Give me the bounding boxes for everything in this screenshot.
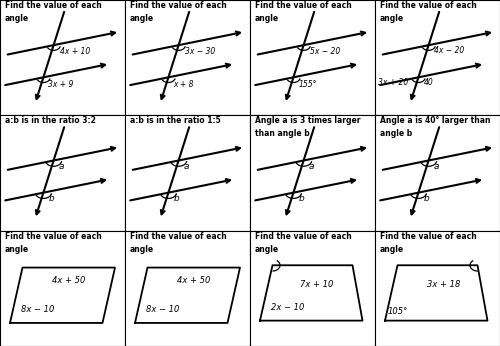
Text: Find the value of each: Find the value of each: [255, 1, 352, 10]
Text: 3x + 20: 3x + 20: [378, 79, 408, 88]
Text: than angle b: than angle b: [255, 129, 310, 138]
Text: Find the value of each: Find the value of each: [130, 1, 227, 10]
Text: 105°: 105°: [388, 307, 407, 316]
Text: angle: angle: [255, 245, 279, 254]
Text: angle: angle: [380, 245, 404, 254]
Text: Find the value of each: Find the value of each: [130, 232, 227, 241]
Text: 4x − 20: 4x − 20: [434, 46, 464, 55]
Text: a: a: [184, 162, 189, 171]
Text: 155°: 155°: [298, 80, 317, 89]
Text: a: a: [58, 162, 64, 171]
Text: x + 8: x + 8: [174, 80, 194, 89]
Text: angle: angle: [130, 245, 154, 254]
Text: 3x + 9: 3x + 9: [48, 80, 74, 89]
Text: Find the value of each: Find the value of each: [5, 232, 102, 241]
Text: 3x + 18: 3x + 18: [427, 280, 460, 289]
Text: 4x + 10: 4x + 10: [60, 47, 90, 56]
Text: Find the value of each: Find the value of each: [5, 1, 102, 10]
Text: 4x + 50: 4x + 50: [52, 276, 86, 285]
Text: Angle a is 40° larger than: Angle a is 40° larger than: [380, 117, 490, 126]
Text: 8x − 10: 8x − 10: [21, 304, 54, 313]
Text: Find the value of each: Find the value of each: [255, 232, 352, 241]
Text: 8x − 10: 8x − 10: [146, 304, 179, 313]
Text: 4x + 50: 4x + 50: [177, 276, 210, 285]
Text: angle: angle: [5, 245, 29, 254]
Text: b: b: [424, 194, 429, 203]
Text: angle: angle: [255, 14, 279, 23]
Text: a:b is in the ratio 3:2: a:b is in the ratio 3:2: [5, 117, 96, 126]
Text: b: b: [48, 194, 54, 203]
Text: Angle a is 3 times larger: Angle a is 3 times larger: [255, 117, 360, 126]
Text: 5x − 20: 5x − 20: [310, 47, 340, 56]
Text: 7x + 10: 7x + 10: [300, 280, 333, 289]
Text: angle b: angle b: [380, 129, 412, 138]
Text: a: a: [308, 162, 314, 171]
Text: Find the value of each: Find the value of each: [380, 1, 477, 10]
Text: 40: 40: [424, 79, 433, 88]
Text: b: b: [298, 194, 304, 203]
Text: a: a: [434, 162, 439, 171]
Text: b: b: [174, 194, 179, 203]
Text: a:b is in the ratio 1:5: a:b is in the ratio 1:5: [130, 117, 221, 126]
Text: 2x − 10: 2x − 10: [271, 303, 304, 312]
Text: 3x − 30: 3x − 30: [185, 47, 215, 56]
Text: angle: angle: [130, 14, 154, 23]
Text: angle: angle: [380, 14, 404, 23]
Text: Find the value of each: Find the value of each: [380, 232, 477, 241]
Text: angle: angle: [5, 14, 29, 23]
